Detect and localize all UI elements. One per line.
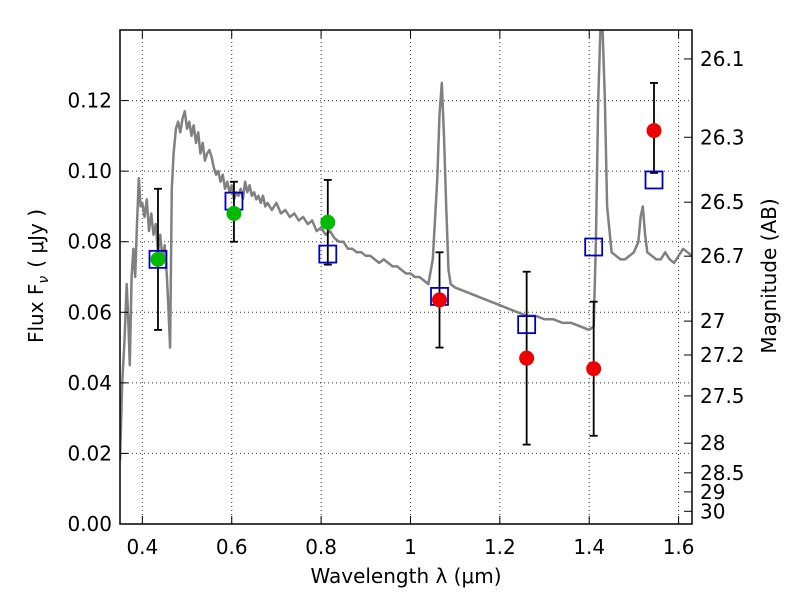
- nir-data-point: [519, 350, 535, 366]
- y2-axis-label: Magnitude (AB): [757, 198, 781, 353]
- y-tick-label: 0.06: [67, 300, 112, 324]
- mag-tick-label: 29: [700, 480, 725, 504]
- x-tick-label: 1.6: [663, 535, 695, 559]
- x-tick-label: 0.4: [126, 535, 158, 559]
- mag-tick-label: 28: [700, 431, 725, 455]
- mag-tick-label: 26.7: [700, 244, 745, 268]
- nir-data-point: [432, 292, 448, 308]
- synthetic-photometry-square: [517, 315, 537, 335]
- synthetic-photometry-square: [584, 237, 604, 257]
- y-tick-label: 0.02: [67, 441, 112, 465]
- x-tick-label: 0.6: [216, 535, 248, 559]
- y-axis-label-main: Flux F: [24, 284, 48, 343]
- y-tick-label: 0.10: [67, 159, 112, 183]
- mag-tick-label: 27.2: [700, 343, 745, 367]
- model-spectrum-line: [120, 30, 692, 461]
- mag-tick-label: 26.3: [700, 125, 745, 149]
- x-tick-label: 1.2: [484, 535, 516, 559]
- mag-tick-label: 26.1: [700, 47, 745, 71]
- synthetic-photometry-square: [318, 244, 338, 264]
- mag-tick-label: 26.5: [700, 190, 745, 214]
- mag-tick-label: 27.5: [700, 384, 745, 408]
- x-tick-label: 1: [404, 535, 417, 559]
- x-tick-label: 1.4: [573, 535, 605, 559]
- mag-tick-label: 28.5: [700, 461, 745, 485]
- optical-data-point: [226, 205, 242, 221]
- x-tick-label: 0.8: [305, 535, 337, 559]
- y-tick-label: 0.08: [67, 230, 112, 254]
- plot-frame: [119, 29, 693, 525]
- optical-data-point: [320, 214, 336, 230]
- x-axis-label: Wavelength λ (μm): [310, 564, 501, 588]
- synthetic-photometry-square: [148, 249, 168, 269]
- y-tick-label: 0.04: [67, 371, 112, 395]
- y-tick-label: 0.00: [67, 512, 112, 536]
- mag-tick-label: 27: [700, 309, 725, 333]
- optical-data-point: [150, 251, 166, 267]
- nir-data-point: [586, 361, 602, 377]
- axes: 0.4 0.6 0.8 1 1.2 1.4 1.6 0.00 0.02 0.04 0.06 0.08 0…: [67, 30, 745, 559]
- y-tick-label: 0.12: [67, 89, 112, 113]
- y-axis-label: Flux Fν ( μJy ): [24, 209, 52, 343]
- plot-area: [120, 30, 692, 461]
- y-axis-label-unit: ( μJy ): [24, 209, 48, 268]
- y-axis-label-subscript: ν: [36, 276, 52, 284]
- nir-data-point: [646, 123, 662, 139]
- mag-tick-label: 30: [700, 499, 725, 523]
- synthetic-photometry-square: [644, 170, 664, 190]
